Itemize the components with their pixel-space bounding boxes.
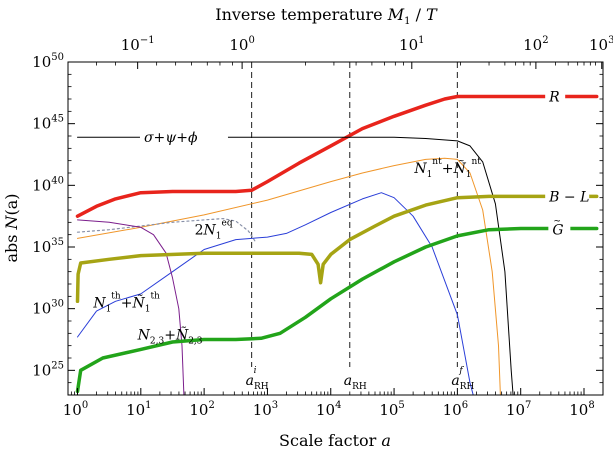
y-tick-label: 1050 [32,52,64,71]
tick-labels: 100 101 102 103 104 105 106 107 108 1025 1030 1035 1… [32,35,613,419]
top-tick-label: 101 [399,35,424,54]
top-tick-label: 103 [589,35,613,54]
x-tick-label: 104 [316,400,341,419]
label-N23: N2,3+Ñ2,3 [137,326,203,347]
label-N1th: N1th+Ñ1th [92,292,160,315]
label-R: R [548,90,560,106]
x-tick-label: 106 [443,400,468,419]
label-BL: B − L [548,189,589,205]
x-tick-label: 101 [126,400,151,419]
plot-frame [67,61,604,396]
label-R-bg [545,84,566,107]
y-tick-label: 1040 [32,175,64,194]
label-N1nt: N1nt+Ñ1nt [413,157,481,180]
tilde-accent: ~ [553,217,561,227]
y-tick-label: 1025 [32,360,64,379]
a-RH-initial-label: aRH [246,373,269,392]
top-axis-title: Inverse temperature M1 / T [215,5,438,27]
y-tick-label: 1045 [32,114,64,133]
series-R [75,94,599,218]
label-2N1eq: 2N1eq [195,219,233,242]
top-tick-label: 102 [523,35,548,54]
series-N1nt [77,157,501,395]
y-tick-label: 1030 [32,299,64,318]
x-tick-label: 105 [379,400,404,419]
x-axis-title: Scale factor a [279,431,391,450]
x-tick-label: 102 [189,400,214,419]
series-Gtilde [75,226,599,394]
a-RH-initial-sup: i [254,366,257,376]
y-axis-title: abs N(a) [2,193,21,262]
vertical-markers [251,62,458,367]
label-sigma: σ+ψ+ϕ [144,130,198,146]
series-sigma+psi+phi [77,136,514,395]
a-RH-final-label: aRH [451,373,474,392]
label-sigma-bg [139,127,228,148]
axis-ticks [68,61,603,396]
series-N1eq-dotted [76,218,256,242]
top-tick-label: 100 [229,35,254,54]
top-tick-label: 10−1 [121,35,155,54]
label-BL-bg [545,185,590,208]
a-RH-final-sup: f [458,366,464,376]
x-tick-label: 100 [63,400,88,419]
a-RH-label: aRH [344,373,367,392]
x-tick-label: 103 [253,400,278,419]
label-Gtilde: G [552,223,563,239]
series-B-L [75,194,599,304]
y-tick-label: 1035 [32,237,64,256]
label-Gtilde-bg [548,214,571,241]
x-tick-label: 108 [569,400,594,419]
series-lines [75,94,599,395]
series-N1th [77,192,474,395]
x-tick-label: 107 [506,400,531,419]
